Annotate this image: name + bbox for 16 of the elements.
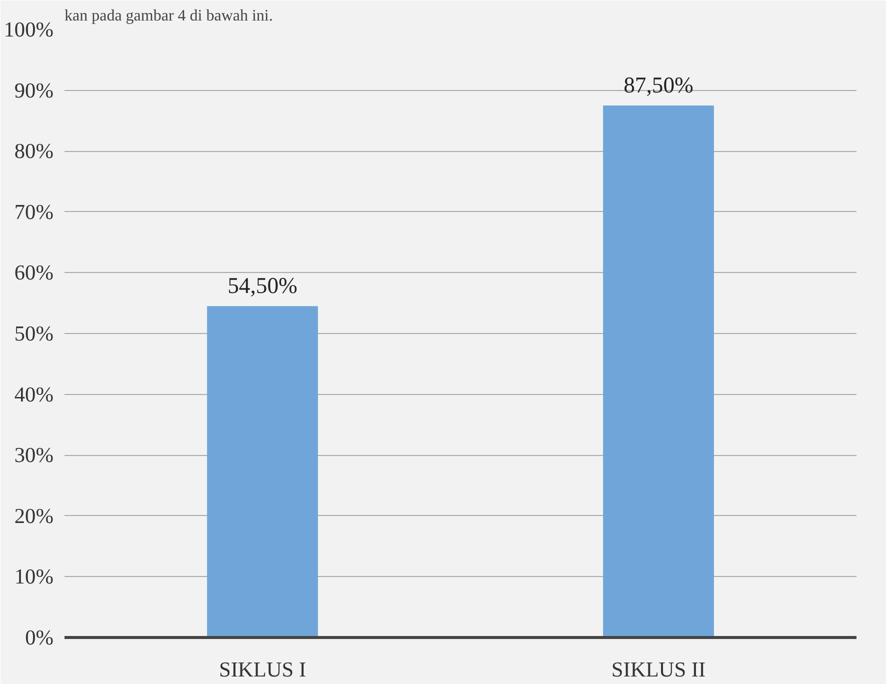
y-tick-label: 60% [14, 260, 54, 285]
x-tick-label: SIKLUS I [218, 658, 306, 682]
y-tick-label: 50% [14, 322, 54, 346]
y-tick-label: 100% [4, 18, 54, 42]
data-label: 54,50% [228, 273, 298, 298]
y-tick-label: 90% [14, 78, 54, 102]
x-tick-label: SIKLUS II [611, 658, 706, 682]
y-tick-label: 80% [14, 139, 54, 164]
y-tick-label: 10% [14, 564, 54, 589]
y-tick-label: 30% [14, 443, 54, 468]
text: kan pada gambar 4 di bawah ini. [64, 8, 273, 24]
y-tick-label: 20% [14, 504, 54, 528]
data-label: 87,50% [624, 72, 694, 98]
y-tick-label: 0% [25, 626, 54, 650]
y-tick-label: 40% [14, 382, 54, 406]
y-tick-label: 70% [14, 200, 54, 224]
